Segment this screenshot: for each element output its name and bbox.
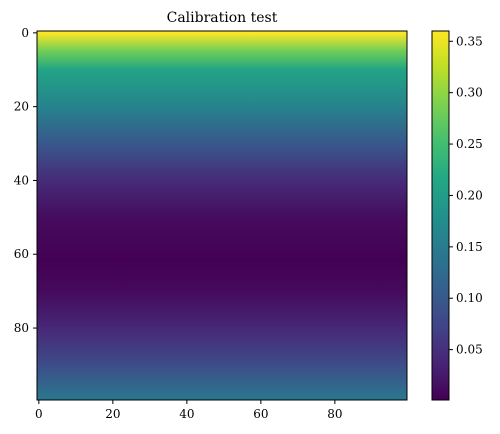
- plot-frame: [36, 30, 408, 401]
- colorbar-tick-label: 0.20: [456, 188, 483, 202]
- colorbar-tick-label: 0.05: [456, 343, 483, 357]
- x-tick-label: 80: [327, 407, 342, 421]
- x-tick-label: 20: [105, 407, 120, 421]
- y-tick-label: 0: [21, 26, 29, 40]
- colorbar-fill: [432, 31, 449, 400]
- heatmap-image: [37, 31, 407, 400]
- x-tick-label: 60: [253, 407, 268, 421]
- colorbar-tick-label: 0.10: [456, 291, 483, 305]
- x-tick-label: 40: [179, 407, 194, 421]
- y-tick-label: 80: [14, 321, 29, 335]
- colorbar-tick-label: 0.25: [456, 137, 483, 151]
- chart-title: Calibration test: [167, 10, 278, 26]
- colorbar: 0.05 0.10 0.15 0.20 0.25 0.30 0.35: [431, 30, 483, 401]
- colorbar-tick-label: 0.30: [456, 86, 483, 100]
- y-tick-label: 20: [14, 100, 29, 114]
- plot-area: 0 20 40 60 80 0 20 40 60 80: [14, 26, 408, 421]
- x-tick-label: 0: [35, 407, 43, 421]
- colorbar-frame: [431, 30, 450, 401]
- colorbar-tick-label: 0.35: [456, 34, 483, 48]
- y-tick-label: 60: [14, 247, 29, 261]
- y-tick-label: 40: [14, 173, 29, 187]
- colorbar-tick-label: 0.15: [456, 240, 483, 254]
